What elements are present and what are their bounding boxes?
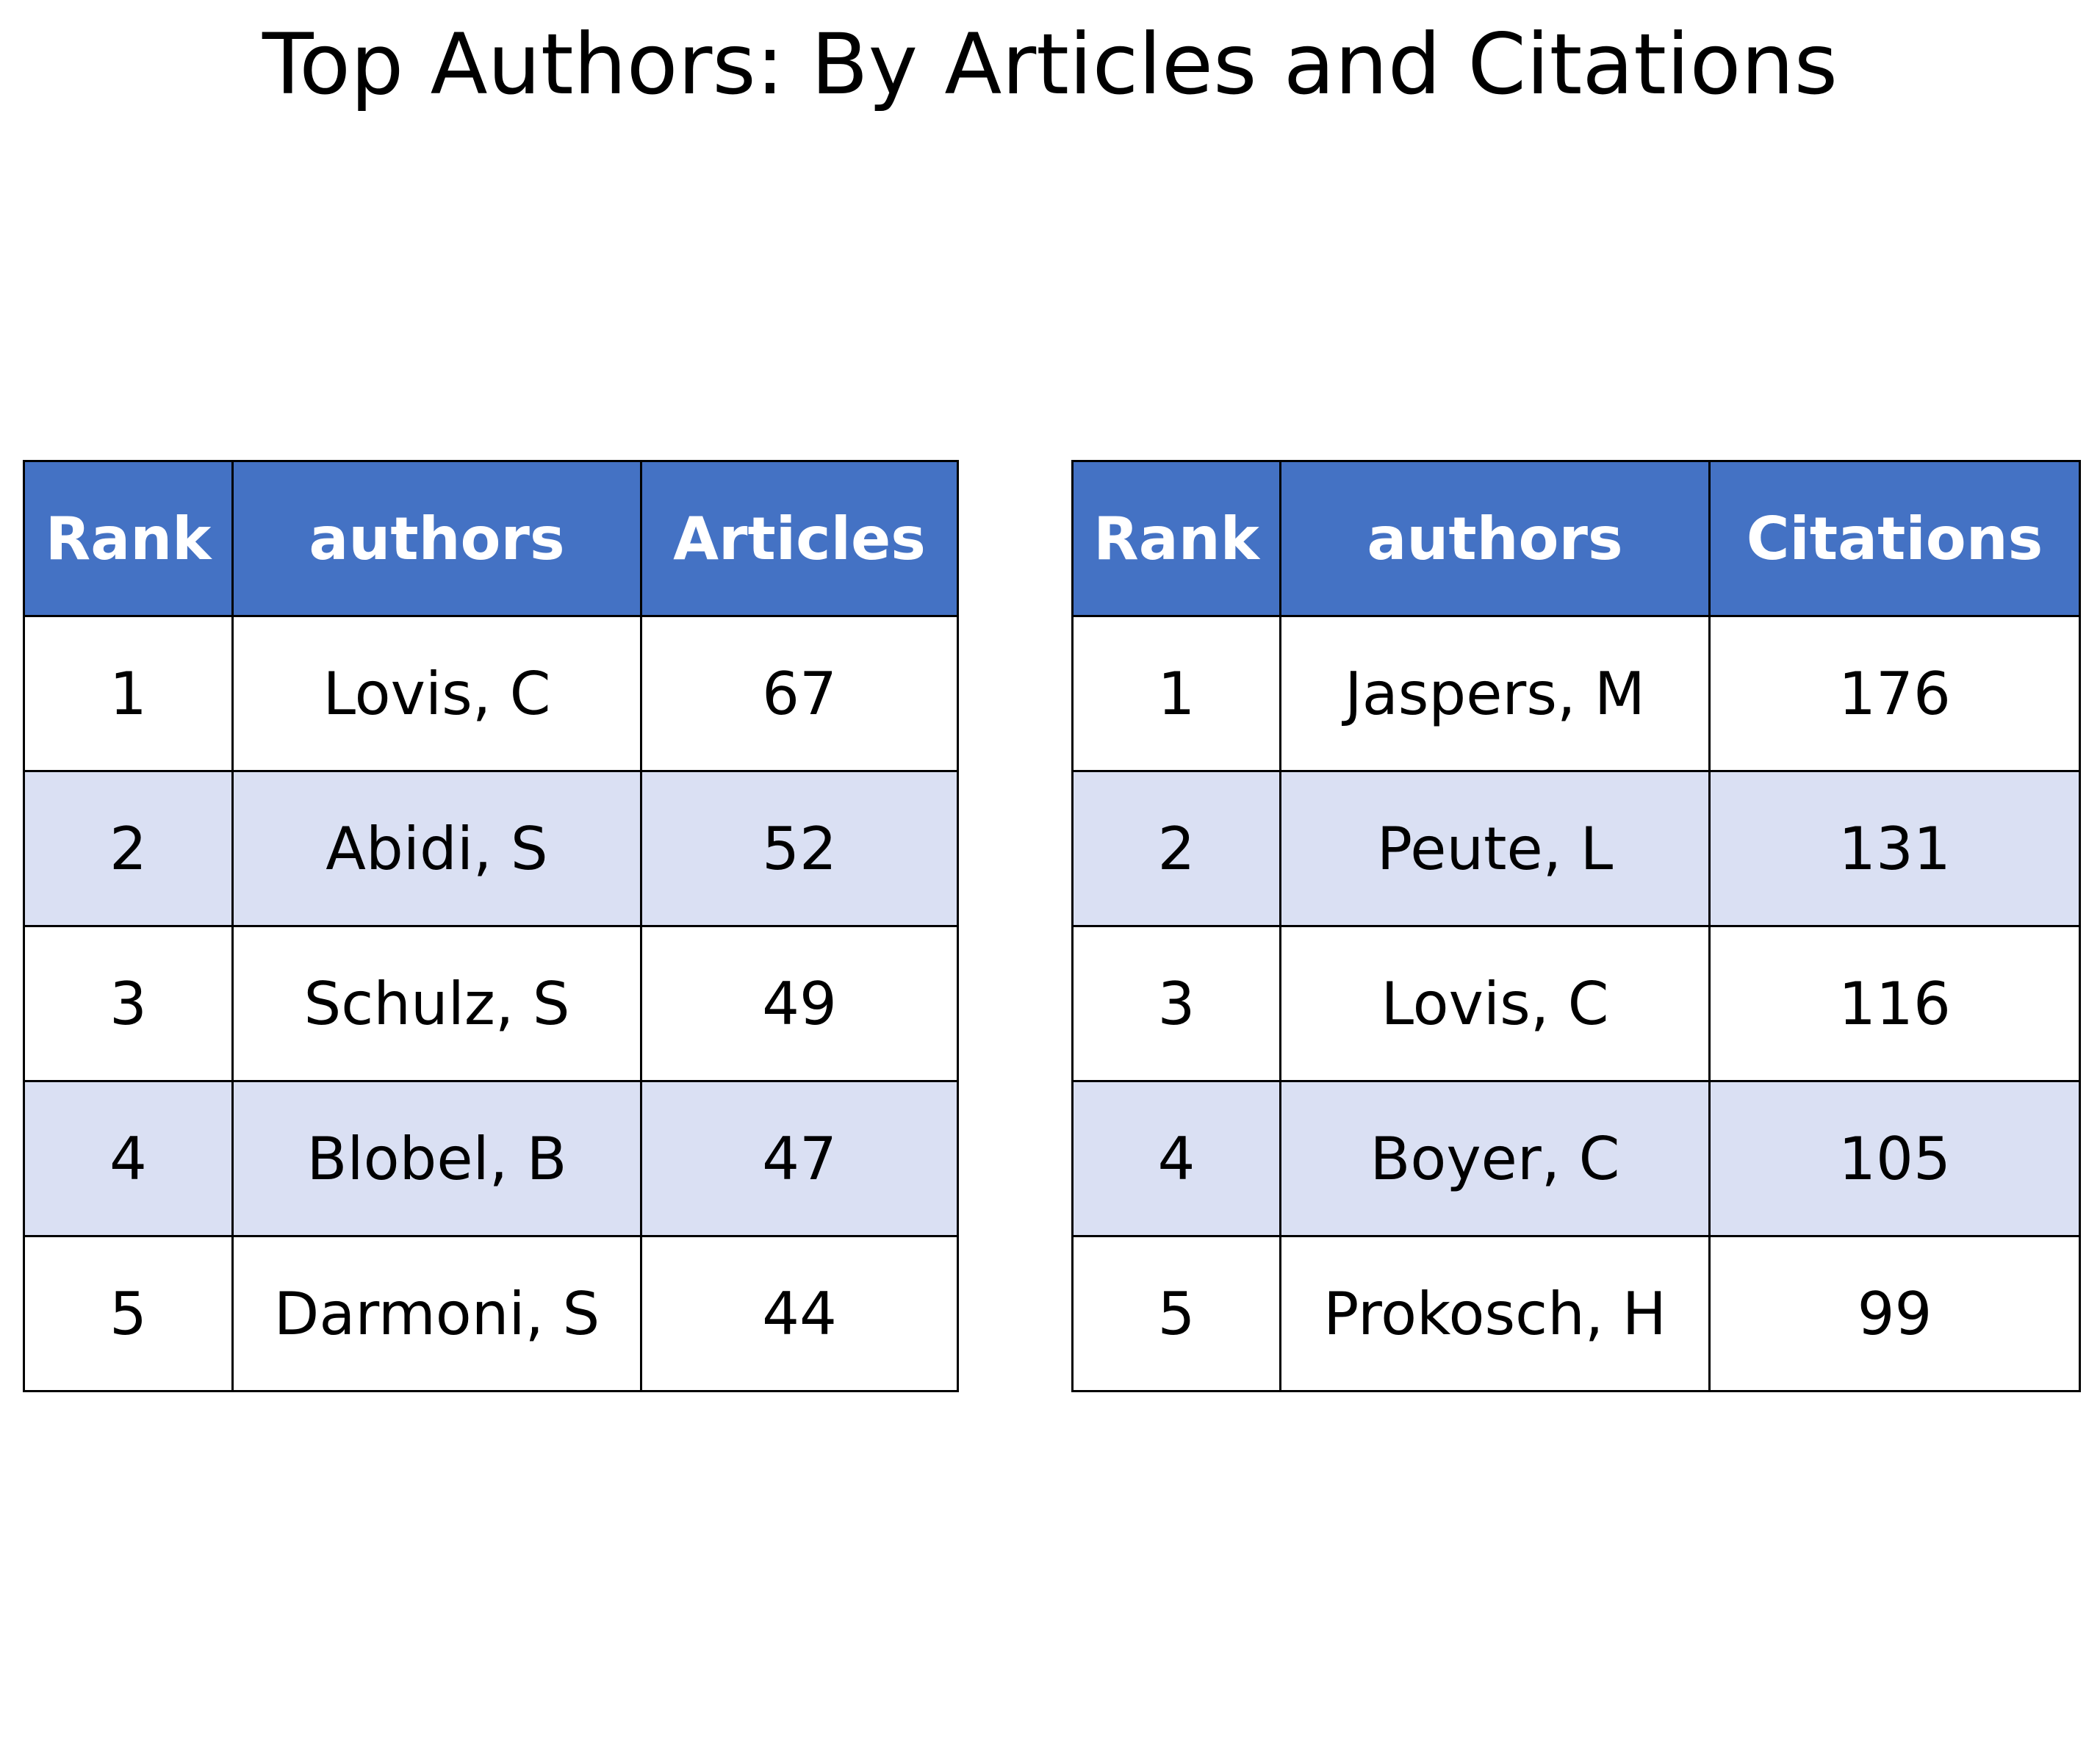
author-cell: Blobel, B: [231, 1080, 642, 1237]
articles-cell: 47: [640, 1080, 959, 1237]
author-cell: Peute, L: [1279, 770, 1711, 927]
citations-cell: 105: [1708, 1080, 2081, 1237]
articles-cell: 49: [640, 925, 959, 1082]
rank-cell: 4: [23, 1080, 234, 1237]
articles-cell: 44: [640, 1235, 959, 1392]
column-header-authors: authors: [1279, 460, 1711, 617]
column-header-citations: Citations: [1708, 460, 2081, 617]
top-authors-by-articles-table: Rank authors Articles 1 Lovis, C 67 2 Ab…: [23, 460, 959, 1392]
column-header-authors: authors: [231, 460, 642, 617]
author-cell: Prokosch, H: [1279, 1235, 1711, 1392]
articles-cell: 67: [640, 615, 959, 772]
column-header-rank: Rank: [1071, 460, 1281, 617]
author-cell: Abidi, S: [231, 770, 642, 927]
rank-cell: 3: [23, 925, 234, 1082]
table-row: 3 Lovis, C 116: [1071, 925, 2081, 1082]
citations-cell: 176: [1708, 615, 2081, 772]
rank-cell: 5: [1071, 1235, 1281, 1392]
rank-cell: 2: [1071, 770, 1281, 927]
table-row: 2 Abidi, S 52: [23, 770, 959, 927]
citations-cell: 131: [1708, 770, 2081, 927]
table-row: 5 Darmoni, S 44: [23, 1235, 959, 1392]
table-row: 5 Prokosch, H 99: [1071, 1235, 2081, 1392]
rank-cell: 5: [23, 1235, 234, 1392]
table-row: 1 Jaspers, M 176: [1071, 615, 2081, 772]
header-row: Rank authors Citations: [1071, 460, 2081, 617]
citations-cell: 116: [1708, 925, 2081, 1082]
column-header-rank: Rank: [23, 460, 234, 617]
rank-cell: 1: [1071, 615, 1281, 772]
author-cell: Jaspers, M: [1279, 615, 1711, 772]
column-header-articles: Articles: [640, 460, 959, 617]
header-row: Rank authors Articles: [23, 460, 959, 617]
rank-cell: 2: [23, 770, 234, 927]
author-cell: Lovis, C: [1279, 925, 1711, 1082]
author-cell: Schulz, S: [231, 925, 642, 1082]
citations-cell: 99: [1708, 1235, 2081, 1392]
table-row: 4 Blobel, B 47: [23, 1080, 959, 1237]
table-row: 3 Schulz, S 49: [23, 925, 959, 1082]
top-authors-by-citations-table: Rank authors Citations 1 Jaspers, M 176 …: [1071, 460, 2081, 1392]
rank-cell: 4: [1071, 1080, 1281, 1237]
rank-cell: 3: [1071, 925, 1281, 1082]
articles-cell: 52: [640, 770, 959, 927]
table-row: 1 Lovis, C 67: [23, 615, 959, 772]
author-cell: Boyer, C: [1279, 1080, 1711, 1237]
table-row: 2 Peute, L 131: [1071, 770, 2081, 927]
author-cell: Lovis, C: [231, 615, 642, 772]
page-title: Top Authors: By Articles and Citations: [262, 15, 1838, 113]
rank-cell: 1: [23, 615, 234, 772]
author-cell: Darmoni, S: [231, 1235, 642, 1392]
table-row: 4 Boyer, C 105: [1071, 1080, 2081, 1237]
